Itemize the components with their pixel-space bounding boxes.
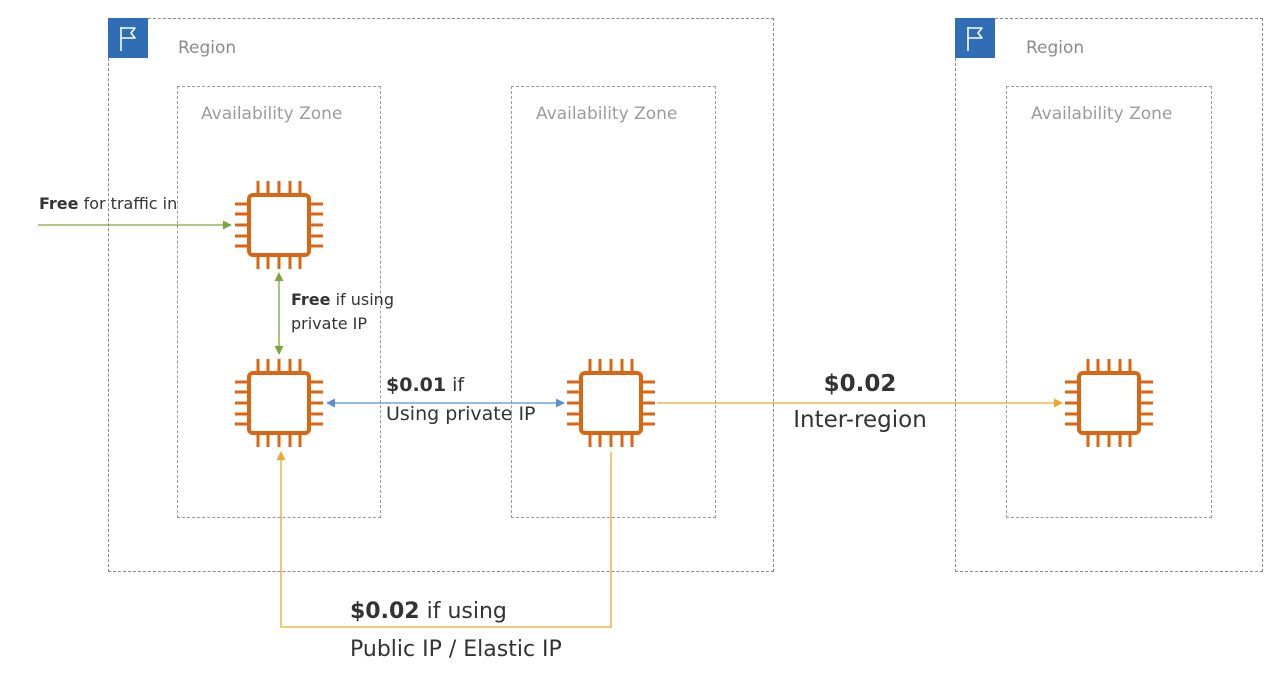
region-box-2	[955, 18, 1263, 572]
flag-icon	[955, 18, 995, 58]
availability-zone-2	[511, 86, 716, 518]
region-label: Region	[1026, 38, 1085, 58]
region-label: Region	[178, 38, 237, 58]
cross-az-label: $0.01 if Using private IP	[386, 374, 536, 425]
same-az-label: Free if using private IP	[291, 290, 394, 333]
availability-zone-3	[1006, 86, 1212, 518]
availability-zone-label: Availability Zone	[201, 104, 343, 124]
public-ip-label: $0.02 if using Public IP / Elastic IP	[350, 599, 562, 662]
inter-region-label: $0.02 Inter-region	[793, 371, 927, 433]
availability-zone-label: Availability Zone	[536, 104, 678, 124]
traffic-in-label: Free for traffic in	[39, 194, 178, 213]
ec2-instance-icon	[233, 357, 325, 449]
flag-icon	[108, 18, 148, 58]
ec2-instance-icon	[565, 357, 657, 449]
region-box-1	[108, 18, 774, 572]
availability-zone-label: Availability Zone	[1031, 104, 1173, 124]
ec2-instance-icon	[1063, 357, 1155, 449]
ec2-instance-icon	[233, 179, 325, 271]
public-ip-arrow	[276, 451, 612, 628]
availability-zone-1	[177, 86, 381, 518]
